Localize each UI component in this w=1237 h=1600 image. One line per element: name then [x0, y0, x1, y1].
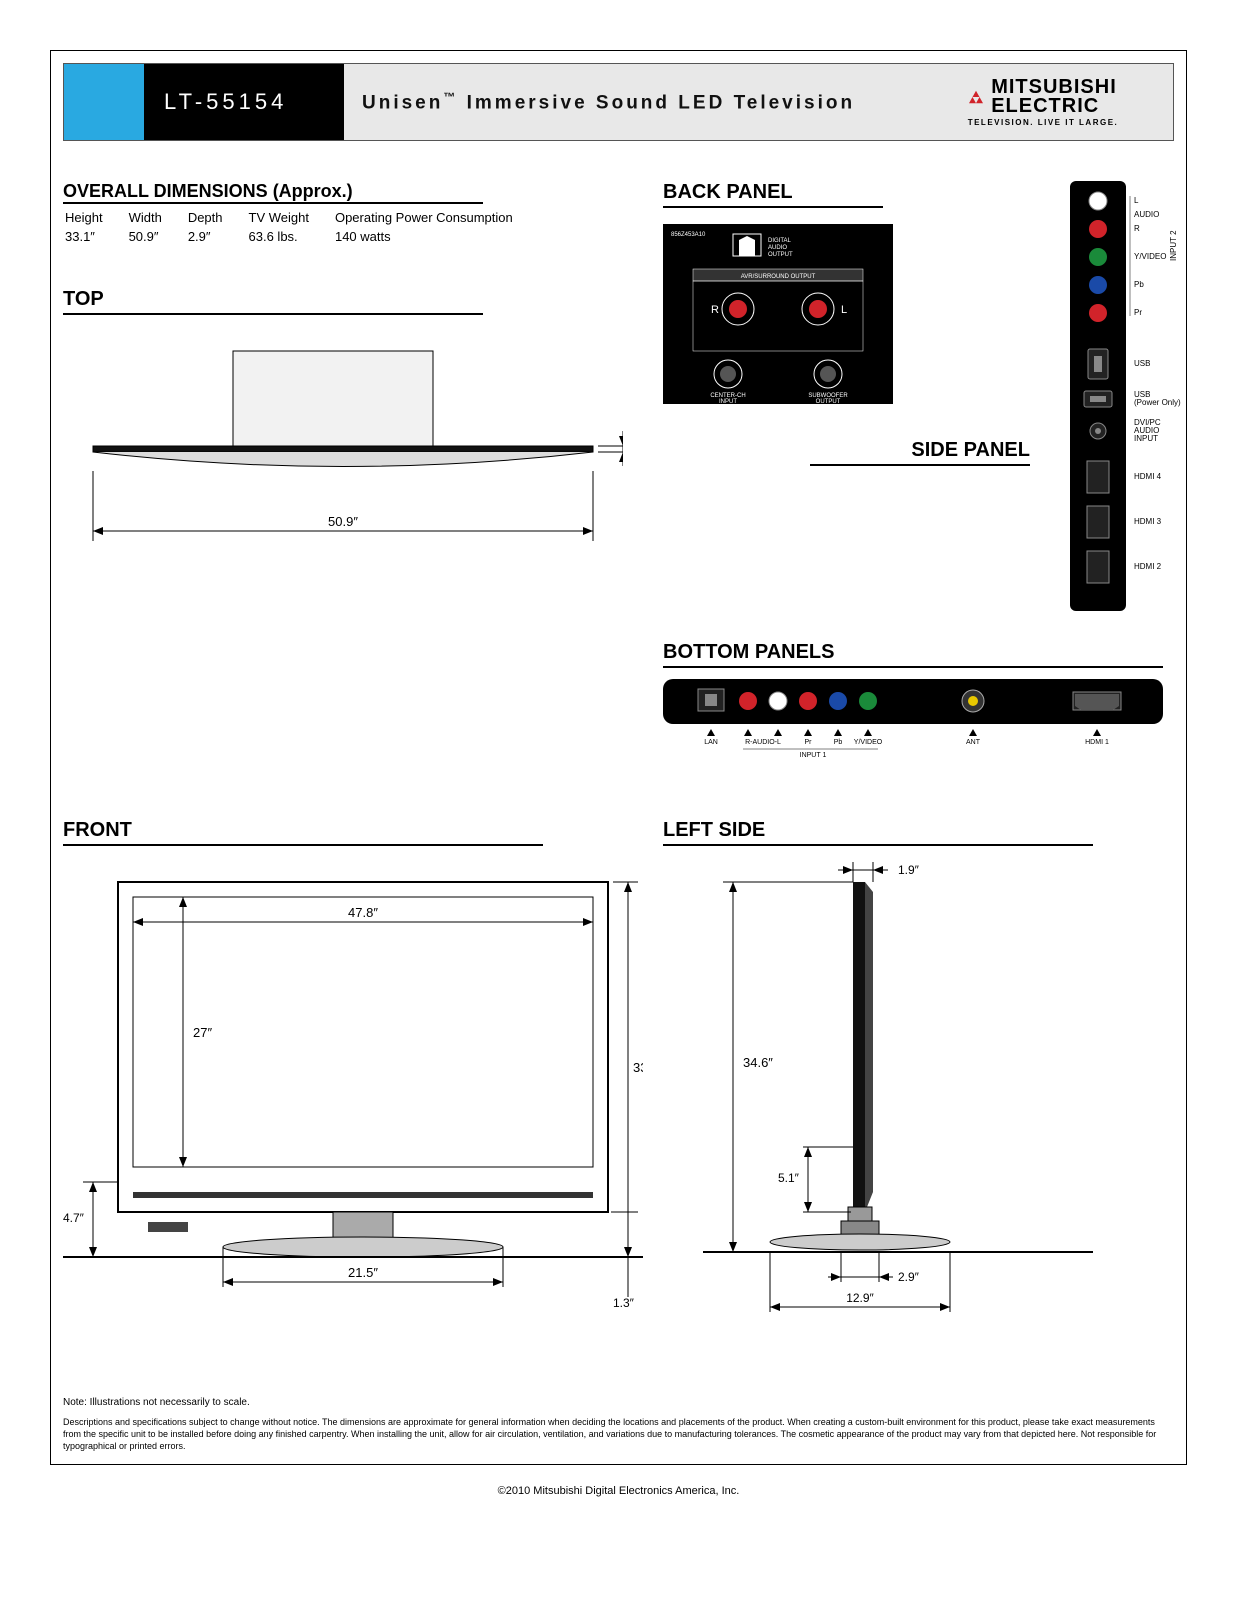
bot-input1: INPUT 1: [800, 752, 827, 759]
avr-label: AVR/SURROUND OUTPUT: [741, 274, 816, 280]
front-clear-h: 1.3″: [613, 1296, 635, 1310]
bot-hdmi1: HDMI 1: [1085, 739, 1109, 746]
dim-val-depth: 2.9″: [188, 229, 247, 246]
top-section-title: TOP: [63, 288, 483, 315]
front-total-h: 33.3″: [633, 1060, 643, 1075]
left-total-h: 34.6″: [743, 1055, 773, 1070]
dim-col-power: Operating Power Consumption: [335, 210, 537, 227]
brand-logo: MITSUBISHI ELECTRIC TELEVISION. LIVE IT …: [913, 64, 1173, 140]
side-hdmi3: HDMI 3: [1134, 517, 1162, 526]
trademark: ™: [443, 90, 458, 104]
side-usb2: USB(Power Only): [1134, 390, 1181, 407]
product-title: Unisen™ Immersive Sound LED Television: [344, 64, 913, 140]
back-panel-id: 856Z453A10: [671, 232, 706, 238]
bot-audio: R-AUDIO-L: [745, 739, 781, 746]
copyright: ©2010 Mitsubishi Digital Electronics Ame…: [50, 1485, 1187, 1497]
front-stand-w: 21.5″: [348, 1265, 378, 1280]
dim-col-height: Height: [65, 210, 127, 227]
side-hdmi2: HDMI 2: [1134, 562, 1162, 571]
front-section-title: FRONT: [63, 819, 543, 846]
bot-lan: LAN: [704, 739, 718, 746]
dim-val-weight: 63.6 lbs.: [249, 229, 333, 246]
back-panel-diagram: 856Z453A10 DIGITALAUDIOOUTPUT AVR/SURROU…: [663, 214, 893, 414]
dim-col-width: Width: [129, 210, 186, 227]
back-l-label: L: [841, 304, 847, 316]
dim-val-width: 50.9″: [129, 229, 186, 246]
left-side-diagram: 1.9″ 34.6″ 5.1″ 2.9″ 12.9″: [663, 852, 1123, 1342]
top-view-diagram: 50.9″ 0.7″: [63, 331, 623, 571]
dimensions-table: Height Width Depth TV Weight Operating P…: [63, 208, 539, 248]
dim-col-weight: TV Weight: [249, 210, 333, 227]
back-panel-title: BACK PANEL: [663, 181, 883, 208]
side-panel-title: SIDE PANEL: [810, 439, 1030, 466]
front-screen-w: 47.8″: [348, 905, 378, 920]
side-dvipc: DVI/PCAUDIOINPUT: [1134, 418, 1161, 443]
bot-ant: ANT: [966, 739, 981, 746]
model-number: LT-55154: [144, 64, 344, 140]
left-top-d: 1.9″: [898, 863, 920, 877]
left-section-title: LEFT SIDE: [663, 819, 1093, 846]
side-l: L: [1134, 196, 1139, 205]
side-audio: AUDIO: [1134, 210, 1159, 219]
top-width-dim: 50.9″: [328, 514, 358, 529]
brand-name-bot: ELECTRIC: [991, 97, 1117, 116]
title-post: Immersive Sound LED Television: [458, 92, 855, 113]
side-usb: USB: [1134, 359, 1150, 368]
left-base-d: 12.9″: [846, 1291, 874, 1305]
front-foot-h: 4.7″: [63, 1211, 85, 1225]
front-view-group: FRONT 47.8″ 27″ 33.3″: [63, 819, 643, 1347]
bot-pb: Pb: [834, 739, 843, 746]
front-view-diagram: 47.8″ 27″ 33.3″ 4.7″ 21.5″ 1.3″: [63, 852, 643, 1312]
bot-yvideo: Y/VIDEO: [854, 739, 883, 746]
dim-val-power: 140 watts: [335, 229, 537, 246]
right-column: BACK PANEL 856Z453A10 DIGITALAUDIOOUTPUT…: [663, 181, 1183, 769]
side-input2: INPUT 2: [1169, 230, 1178, 261]
brand-tagline: TELEVISION. LIVE IT LARGE.: [968, 118, 1119, 127]
bottom-panels-title: BOTTOM PANELS: [663, 641, 1163, 668]
back-panel-group: BACK PANEL 856Z453A10 DIGITALAUDIOOUTPUT…: [663, 181, 1030, 472]
side-r: R: [1134, 224, 1140, 233]
left-stand-d: 2.9″: [898, 1270, 920, 1284]
header-bar: LT-55154 Unisen™ Immersive Sound LED Tel…: [63, 63, 1174, 141]
mitsubishi-icon: [969, 90, 983, 104]
accent-block: [64, 64, 144, 140]
bot-pr: Pr: [805, 739, 813, 746]
left-side-group: LEFT SIDE 1.9″ 34.6″ 5.1″: [663, 819, 1183, 1347]
legal-text: Descriptions and specifications subject …: [63, 1416, 1174, 1452]
footnote: Note: Illustrations not necessarily to s…: [63, 1397, 1174, 1408]
bottom-panel-diagram: LAN R-AUDIO-L Pr Pb Y/VIDEO ANT HDMI 1 I…: [663, 674, 1163, 764]
left-column: OVERALL DIMENSIONS (Approx.) Height Widt…: [63, 181, 643, 769]
side-hdmi4: HDMI 4: [1134, 472, 1162, 481]
side-panel-diagram: L AUDIO R Y/VIDEO Pb Pr USB USB(Power On…: [1070, 181, 1183, 611]
side-yvideo: Y/VIDEO: [1134, 252, 1166, 261]
left-mid-h: 5.1″: [778, 1171, 800, 1185]
back-r-label: R: [711, 304, 719, 316]
dimensions-title: OVERALL DIMENSIONS (Approx.): [63, 181, 483, 204]
front-screen-h: 27″: [193, 1025, 212, 1040]
title-pre: Unisen: [362, 92, 443, 113]
side-pr: Pr: [1134, 308, 1142, 317]
side-pb: Pb: [1134, 280, 1144, 289]
dim-col-depth: Depth: [188, 210, 247, 227]
brand-name-top: MITSUBISHI: [991, 78, 1117, 97]
dim-val-height: 33.1″: [65, 229, 127, 246]
